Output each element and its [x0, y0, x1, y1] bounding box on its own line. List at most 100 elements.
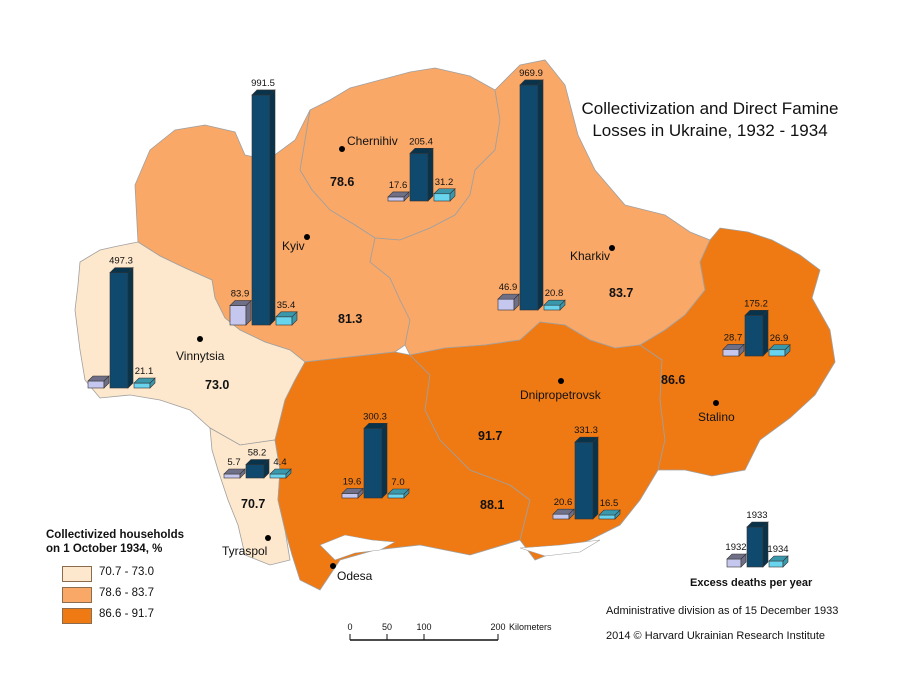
- bar-key-1934-front: [768, 560, 784, 568]
- legend-swatch-mid: [62, 587, 92, 603]
- legend-title-line2: on 1 October 1934, %: [46, 543, 163, 555]
- collectivized-value-vinnytsia: 73.0: [205, 378, 229, 392]
- bar-tyraspol-1934-top: [269, 468, 292, 475]
- city-label-kyiv: Kyiv: [282, 239, 305, 253]
- bar-stalino-1932: 28.7: [722, 332, 745, 357]
- city-dot-odesa: [330, 563, 336, 569]
- bar-odesa-1933-side: [381, 422, 388, 499]
- bar-vinnytsia-1933: 497.3: [109, 256, 134, 389]
- bar-key-1932-top: [726, 553, 747, 560]
- collectivized-value-chernihiv: 78.6: [330, 175, 354, 189]
- collectivized-value-kyiv: 81.3: [338, 312, 362, 326]
- bar-vinnytsia-1932: [87, 375, 110, 389]
- copyright-note: 2014 © Harvard Ukrainian Research Instit…: [606, 630, 826, 642]
- bar-chernihiv-1933-front: [409, 153, 429, 202]
- bar-kharkiv-1932-top: [497, 293, 520, 300]
- bar-vinnytsia-1934-front: [133, 382, 151, 389]
- bar-kharkiv-1932: 46.9: [497, 282, 520, 311]
- city-dot-tyraspol: [265, 535, 271, 541]
- region-dnipropetrovsk: [409, 321, 666, 561]
- bar-stalino-1934: 26.9: [768, 333, 791, 357]
- bar-stalino-1932-top: [722, 344, 745, 350]
- legend-label-mid: 78.6 - 83.7: [99, 587, 154, 599]
- bar-odesa-1933-top: [363, 423, 388, 429]
- collectivized-value-tyraspol: 70.7: [241, 497, 265, 511]
- city-dot-dnipropetrovsk: [558, 378, 564, 384]
- bar-key-1933: 1933: [746, 510, 769, 568]
- bar-stalino-1932-front: [722, 349, 740, 357]
- bar-dnipropetrovsk-1933-front: [574, 441, 594, 520]
- bar-tyraspol-1933-label: 58.2: [248, 447, 267, 458]
- bar-dnipropetrovsk-1934-label: 16.5: [600, 498, 619, 509]
- collectivized-value-stalino: 86.6: [661, 373, 685, 387]
- bar-stalino-1933-label: 175.2: [744, 298, 768, 309]
- bar-kyiv-1933-side: [269, 89, 276, 326]
- bar-odesa-1934: 7.0: [387, 477, 410, 499]
- bar-chernihiv-1932: 17.6: [387, 180, 410, 202]
- map-title-line1: Collectivization and Direct Famine: [581, 99, 839, 118]
- bar-odesa-1934-label: 7.0: [391, 477, 404, 488]
- legend-swatch-high: [62, 608, 92, 624]
- scale-tick-label: 50: [382, 622, 392, 632]
- bar-vinnytsia-1934: 21.1: [133, 366, 156, 389]
- sea-bay: [319, 534, 397, 561]
- bar-odesa-1933-label: 300.3: [363, 411, 387, 422]
- bar-kharkiv-1932-front: [497, 298, 515, 311]
- bar-kharkiv-1933-top: [519, 79, 544, 86]
- map-labels: Chernihiv Kyiv Kharkiv Vinnytsia Dnipropetro…: [176, 134, 735, 583]
- bar-tyraspol-1932-front: [223, 473, 241, 479]
- region-polygons: [74, 59, 836, 591]
- legend-title-line1: Collectivized households: [46, 529, 185, 541]
- bar-odesa-1934-top: [387, 488, 410, 495]
- bar-tyraspol-1933-top: [245, 459, 270, 465]
- bar-key-1933-top: [746, 521, 769, 528]
- bar-chernihiv-1933-label: 205.4: [409, 136, 433, 147]
- bar-odesa-1932-front: [341, 493, 359, 499]
- collectivized-value-dnipropetrovsk: 91.7: [478, 429, 502, 443]
- bar-dnipropetrovsk-1933-side: [592, 436, 599, 520]
- bar-charts: 17.6 205.4 31.2 83.9 991.5 35.4 46.9 969.9 20.8 4…: [87, 68, 791, 568]
- city-label-stalino: Stalino: [698, 410, 735, 424]
- bar-chernihiv-1934: 31.2: [433, 177, 456, 202]
- bar-kharkiv-1934-top: [543, 299, 566, 306]
- bar-odesa-1932-label: 19.6: [343, 476, 362, 487]
- map-title: Collectivization and Direct Famine Losse…: [560, 98, 860, 142]
- city-dot-stalino: [713, 400, 719, 406]
- bar-vinnytsia-1934-top: [133, 377, 156, 384]
- scale-tick-label: 0: [347, 622, 352, 632]
- city-markers: [197, 146, 719, 569]
- bar-vinnytsia-1933-front: [109, 272, 129, 389]
- bar-tyraspol-1933: 58.2: [245, 447, 270, 479]
- bar-odesa-1933-front: [363, 428, 383, 499]
- city-label-tyraspol: Tyraspol: [222, 544, 267, 558]
- bar-kyiv-1932-label: 83.9: [231, 289, 250, 300]
- legend-swatch-low: [62, 566, 92, 582]
- bar-key-1932-label: 1932: [725, 542, 746, 553]
- bar-odesa-1934-front: [387, 493, 405, 499]
- bar-kharkiv-1933: 969.9: [519, 68, 544, 311]
- bar-tyraspol-1934-label: 4.4: [273, 457, 286, 468]
- bar-stalino-1933-top: [744, 310, 769, 316]
- city-dot-kyiv: [304, 234, 310, 240]
- bar-kyiv-1934: 35.4: [275, 300, 298, 326]
- bar-tyraspol-1932-label: 5.7: [227, 457, 240, 468]
- bar-key-1934-label: 1934: [767, 544, 788, 555]
- bar-odesa-1932-top: [341, 488, 364, 494]
- bar-dnipropetrovsk-1934: 16.5: [598, 498, 621, 520]
- scale-tick-label: 200: [490, 622, 505, 632]
- bar-chernihiv-1932-front: [387, 196, 405, 202]
- scale-tick-label: 100: [416, 622, 431, 632]
- bar-kharkiv-1934: 20.8: [543, 288, 566, 311]
- bar-kharkiv-1934-front: [543, 304, 561, 311]
- collectivized-value-kharkiv: 83.7: [609, 286, 633, 300]
- bar-dnipropetrovsk-1932: 20.6: [552, 497, 575, 520]
- bar-dnipropetrovsk-1934-top: [598, 509, 621, 516]
- bar-kyiv-1932-front: [229, 305, 247, 326]
- city-label-kharkiv: Kharkiv: [570, 249, 610, 263]
- bar-dnipropetrovsk-1932-label: 20.6: [554, 497, 573, 508]
- bar-dnipropetrovsk-1932-top: [552, 508, 575, 515]
- bar-key-1932: 1932: [725, 542, 747, 568]
- city-label-vinnytsia: Vinnytsia: [176, 349, 225, 363]
- bar-kyiv-1934-top: [275, 311, 298, 318]
- bar-stalino-1933-front: [744, 315, 764, 357]
